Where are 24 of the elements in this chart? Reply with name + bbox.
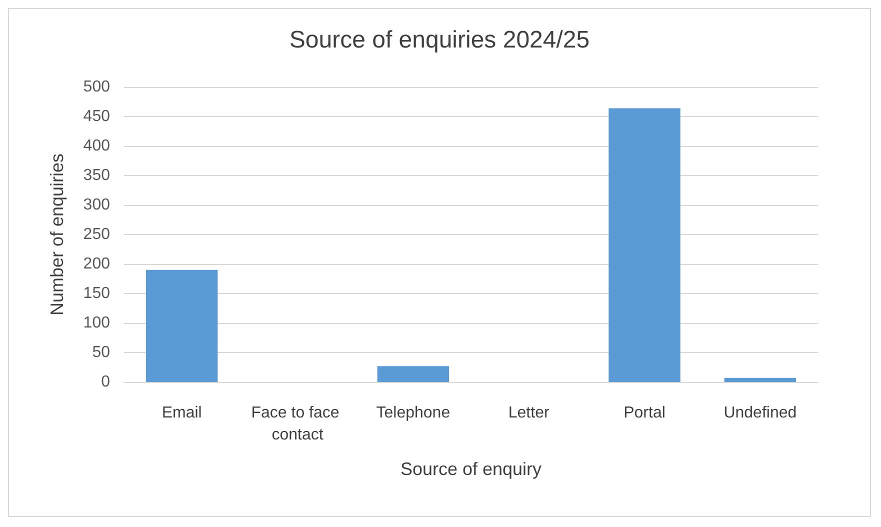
y-tick-label: 350 — [83, 167, 110, 184]
bar — [608, 108, 680, 382]
x-tick-label: Telephone — [376, 404, 450, 422]
x-tick-label: Undefined — [724, 404, 797, 422]
bar — [724, 378, 796, 382]
x-axis-title: Source of enquiry — [400, 459, 542, 479]
y-tick-label: 0 — [101, 374, 110, 390]
x-tick-label: Face to face contact — [251, 404, 344, 444]
y-tick-label: 250 — [83, 226, 110, 243]
y-tick-label: 150 — [83, 285, 110, 302]
x-tick-label: Email — [162, 404, 202, 422]
y-tick-label: 50 — [92, 344, 110, 361]
y-axis-title: Number of enquiries — [47, 153, 67, 316]
chart-title: Source of enquiries 2024/25 — [289, 26, 590, 54]
y-tick-label: 400 — [83, 138, 110, 154]
y-tick-label: 200 — [83, 256, 110, 272]
y-tick-label: 500 — [83, 78, 110, 96]
y-tick-label: 450 — [83, 108, 110, 125]
bar — [146, 270, 218, 382]
x-tick-label: Letter — [508, 404, 550, 422]
x-tick-label: Portal — [624, 404, 666, 422]
y-tick-label: 300 — [83, 196, 110, 214]
bar — [377, 366, 450, 382]
y-tick-label: 100 — [83, 314, 110, 332]
